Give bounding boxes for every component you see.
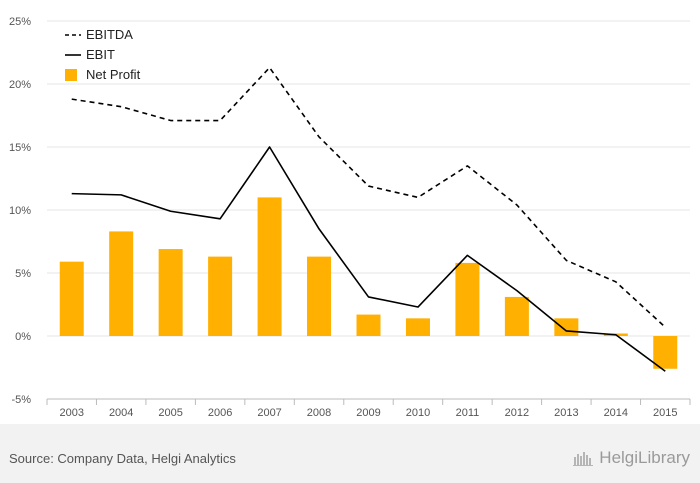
brand-name: HelgiLibrary [599, 448, 690, 467]
brand-logo[interactable]: HelgiLibrary [573, 448, 690, 468]
legend-swatch [65, 69, 77, 81]
x-tick-label: 2015 [653, 407, 677, 419]
lines [71, 66, 666, 372]
y-tick-label: 0% [15, 331, 31, 343]
bar-net-profit [307, 256, 332, 336]
line-ebitda [71, 66, 666, 328]
footer: Source: Company Data, Helgi Analytics He… [0, 424, 700, 483]
bar-net-profit [158, 249, 183, 336]
chart-svg: -5% 0% 5% 10% 15% 20% 25% 2003 2004 2005 2006 2007 2… [9, 16, 691, 419]
bar-net-profit [405, 318, 430, 336]
x-tick-label: 2005 [158, 407, 182, 419]
line-ebit [71, 146, 666, 372]
bar-net-profit [257, 197, 282, 336]
y-tick-label: 15% [9, 142, 31, 154]
x-tick-label: 2010 [406, 407, 430, 419]
bar-net-profit [455, 262, 480, 336]
x-tick-label: 2008 [307, 407, 331, 419]
x-tick-label: 2004 [109, 407, 133, 419]
x-tick-label: 2006 [208, 407, 232, 419]
x-tick-label: 2003 [59, 407, 83, 419]
source-note: Source: Company Data, Helgi Analytics [9, 451, 236, 466]
y-tick-label: 5% [15, 268, 31, 280]
x-tick-label: 2012 [505, 407, 529, 419]
y-tick-label: -5% [11, 394, 31, 406]
legend: EBITDA EBIT Net Profit [65, 27, 141, 82]
y-tick-label: 20% [9, 79, 31, 91]
bar-net-profit [356, 314, 381, 336]
y-tick-label: 10% [9, 205, 31, 217]
bars [59, 197, 678, 369]
legend-label: Net Profit [86, 67, 141, 82]
library-icon [573, 452, 594, 466]
x-tick-label: 2007 [257, 407, 281, 419]
legend-label: EBIT [86, 47, 115, 62]
y-tick-label: 25% [9, 16, 31, 28]
x-tick-label: 2011 [456, 407, 480, 419]
bar-net-profit [109, 231, 134, 336]
bar-net-profit [554, 318, 579, 336]
bar-net-profit [208, 256, 233, 336]
bar-net-profit [504, 296, 529, 336]
axes: -5% 0% 5% 10% 15% 20% 25% 2003 2004 2005 2006 2007 2… [9, 16, 691, 419]
legend-label: EBITDA [86, 27, 133, 42]
grid [47, 20, 690, 400]
bar-net-profit [59, 261, 84, 336]
bar-net-profit [653, 336, 678, 369]
x-tick-label: 2013 [554, 407, 578, 419]
x-tick-label: 2014 [604, 407, 628, 419]
x-tick-label: 2009 [356, 407, 380, 419]
